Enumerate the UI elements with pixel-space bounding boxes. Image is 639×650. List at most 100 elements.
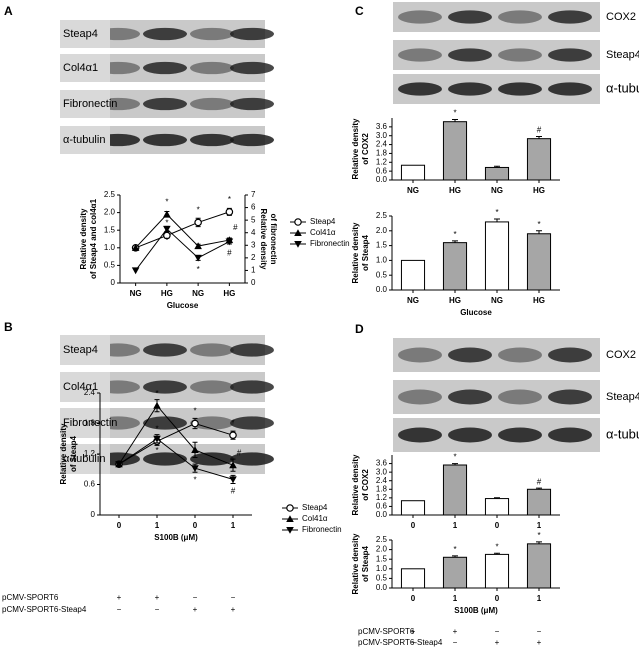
significance-mark: * [165, 197, 168, 206]
treatment-sign: − [155, 605, 160, 614]
significance-mark: * [453, 230, 456, 239]
y2-tick-label: 0 [251, 278, 256, 287]
significance-mark: # [537, 477, 542, 486]
y-axis-title: Relative density [351, 118, 360, 179]
x-tick-label: NG [130, 289, 142, 298]
treatment-sign: + [495, 638, 500, 647]
blot-band [143, 380, 187, 394]
blot-label-bg [60, 20, 110, 48]
y-tick-label: 0.0 [376, 583, 388, 592]
y-tick-label: 2.4 [376, 476, 388, 485]
y-tick-label: 2.5 [376, 211, 388, 220]
data-point [194, 242, 202, 250]
y-tick-label: 3.6 [376, 122, 388, 131]
bar [442, 121, 468, 181]
significance-mark: * [537, 220, 540, 229]
treatment-sign: − [453, 638, 458, 647]
legend-label: Steap4 [302, 503, 328, 512]
x-tick-label: 0 [193, 521, 198, 530]
x-axis-title: Glucose [460, 308, 492, 317]
blot-label: Steap4 [63, 344, 98, 356]
series-line [135, 228, 230, 271]
blot-band [498, 82, 542, 96]
legend-marker [286, 515, 294, 523]
blot-label: Fibronectin [63, 98, 117, 110]
x-tick-label: 0 [495, 594, 500, 603]
y-tick-label: 1.0 [376, 564, 388, 573]
data-point [229, 476, 237, 484]
blot-band [498, 427, 542, 443]
significance-mark: * [155, 389, 158, 398]
blot-label: α-tubulin [63, 134, 105, 146]
significance-mark: # [233, 223, 238, 232]
x-tick-label: NG [407, 296, 419, 305]
y-tick-label: 0.0 [376, 510, 388, 519]
blot-band [143, 97, 187, 111]
bar [400, 568, 426, 589]
series-line [135, 213, 230, 249]
legend-label: Col41α [310, 228, 336, 237]
y-tick-label: 1.5 [376, 241, 388, 250]
blot-band [548, 10, 592, 24]
y-tick-label: 0.6 [84, 480, 96, 489]
significance-mark: # [231, 487, 236, 496]
treatment-sign: − [231, 593, 236, 602]
blot-band [190, 343, 234, 357]
y2-tick-label: 2 [251, 253, 256, 262]
blot-band [190, 97, 234, 111]
blot-band [548, 427, 592, 443]
bar [526, 233, 552, 291]
error-bar [452, 240, 458, 243]
y-tick-label: 0.5 [376, 574, 388, 583]
blot-band [548, 48, 592, 62]
blot-band [143, 61, 187, 75]
y2-tick-label: 1 [251, 266, 256, 275]
series-line [118, 438, 234, 480]
x-tick-label: 1 [453, 594, 458, 603]
significance-mark: * [193, 475, 196, 484]
y-axis-title: of COX2 [361, 133, 370, 165]
treatment-sign: − [117, 605, 122, 614]
x-tick-label: HG [449, 186, 461, 195]
blot-band [143, 133, 187, 147]
blot-band [398, 82, 442, 96]
x-tick-label: HG [533, 186, 545, 195]
legend-marker [286, 504, 294, 512]
bar [484, 221, 510, 291]
y-tick-label: 1.2 [376, 493, 388, 502]
data-point [115, 461, 123, 468]
significance-mark: * [453, 109, 456, 118]
significance-mark: * [193, 407, 196, 416]
significance-mark: * [197, 206, 200, 215]
y-tick-label: 1.8 [84, 419, 96, 428]
error-bar [536, 230, 542, 234]
series-line [135, 211, 230, 249]
x-tick-label: HG [161, 289, 173, 298]
treatment-sign: + [453, 627, 458, 636]
blot-band [448, 389, 492, 405]
blot-band [190, 380, 234, 394]
blot-band [398, 427, 442, 443]
y-tick-label: 0.6 [376, 166, 388, 175]
blot-band [498, 347, 542, 363]
y-tick-label: 1.2 [84, 449, 96, 458]
x-tick-label: NG [491, 186, 503, 195]
y-tick-label: 2.5 [104, 190, 116, 199]
error-bar [452, 555, 458, 558]
y2-tick-label: 5 [251, 215, 256, 224]
blot-band [143, 416, 187, 430]
y-tick-label: 0 [111, 278, 116, 287]
series-line [118, 422, 234, 465]
blot-band [448, 347, 492, 363]
significance-mark: * [453, 545, 456, 554]
bar [526, 543, 552, 589]
error-bar [536, 541, 542, 544]
panel-letter: B [4, 320, 13, 334]
bar [484, 498, 510, 516]
error-bar [452, 118, 458, 122]
treatment-sign: + [231, 605, 236, 614]
treatment-name: pCMV-SPORT6-Steap4 [358, 638, 443, 647]
data-point [191, 446, 199, 453]
error-bar [494, 218, 500, 222]
